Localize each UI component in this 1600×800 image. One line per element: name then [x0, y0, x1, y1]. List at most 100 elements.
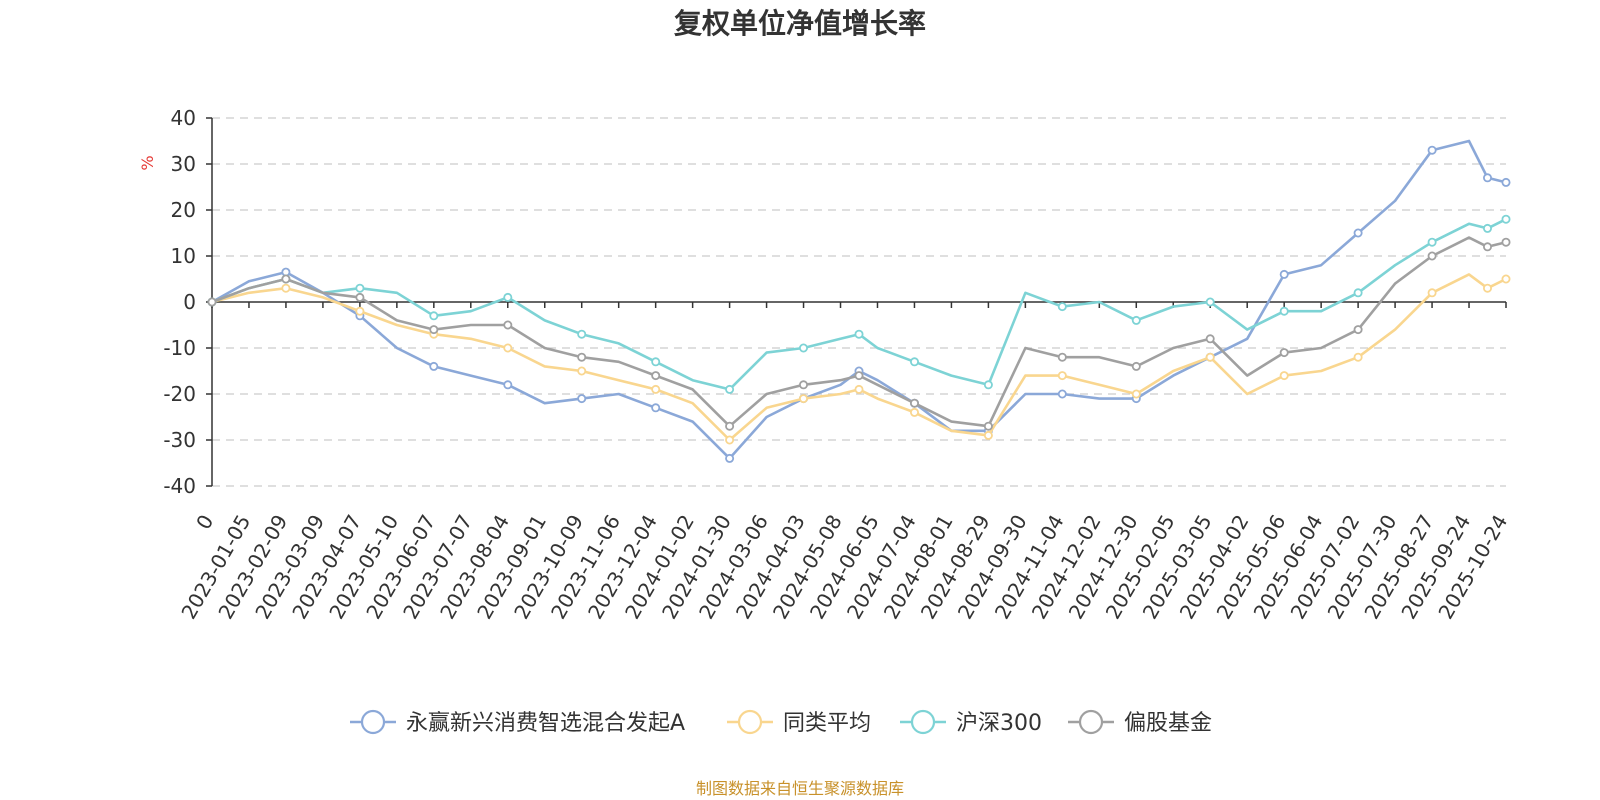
y-axis: -40 -30 -20 -10 0 10 20 30 40 — [163, 106, 213, 498]
legend-label-1: 同类平均 — [783, 711, 871, 736]
series-1-point-22 — [983, 430, 993, 440]
series-2-point-6 — [429, 311, 439, 321]
series-1-point-37 — [1501, 274, 1511, 284]
y-tick-label-5: 10 — [171, 244, 196, 268]
series-2-point-24 — [1057, 302, 1067, 312]
legend-swatch-circle-1 — [737, 709, 763, 735]
series-3-point-4 — [355, 292, 365, 302]
series-3-point-22 — [983, 421, 993, 431]
series-2-point-4 — [355, 283, 365, 293]
series-3-point-10 — [577, 352, 587, 362]
legend: 永赢新兴消费智选混合发起A 同类平均 沪深300 偏股基金 — [350, 709, 1212, 736]
series-0-point-12 — [651, 403, 661, 413]
series-3-point-18 — [854, 371, 864, 381]
series-2-point-10 — [577, 329, 587, 339]
series-3-point-6 — [429, 325, 439, 335]
series-1-point-24 — [1057, 371, 1067, 381]
series-1-point-18 — [854, 384, 864, 394]
y-tick-label-4: 0 — [183, 290, 196, 314]
series-2-point-37 — [1501, 214, 1511, 224]
series-3-point-12 — [651, 371, 661, 381]
series-3-point-16 — [799, 380, 809, 390]
series-0-point-6 — [429, 361, 439, 371]
y-tick-label-2: -20 — [163, 382, 196, 406]
y-tick-label-0: -40 — [163, 474, 196, 498]
series-3-point-36 — [1483, 242, 1493, 252]
y-tick-label-8: 40 — [171, 106, 196, 130]
series-2-point-20 — [910, 357, 920, 367]
series-3-point-0 — [207, 297, 217, 307]
series-1-point-12 — [651, 384, 661, 394]
series-1-point-20 — [910, 407, 920, 417]
series-0-point-30 — [1279, 269, 1289, 279]
legend-item-1[interactable]: 同类平均 — [727, 709, 871, 736]
series-3-point-8 — [503, 320, 513, 330]
series-2-point-28 — [1205, 297, 1215, 307]
series-1-point-36 — [1483, 283, 1493, 293]
series-3-point-34 — [1427, 251, 1437, 261]
series-0-point-10 — [577, 394, 587, 404]
series-1-point-34 — [1427, 288, 1437, 298]
series-1-point-14 — [725, 435, 735, 445]
series-line-0 — [211, 139, 1507, 460]
series-2-point-8 — [503, 292, 513, 302]
series-3-point-30 — [1279, 348, 1289, 358]
series-line-2 — [211, 218, 1507, 391]
y-tick-label-3: -10 — [163, 336, 196, 360]
y-tick-label-6: 20 — [171, 198, 196, 222]
series-0-point-32 — [1353, 228, 1363, 238]
series-3-point-24 — [1057, 352, 1067, 362]
series-2-point-18 — [854, 329, 864, 339]
series-3-point-32 — [1353, 325, 1363, 335]
series-2-point-32 — [1353, 288, 1363, 298]
series-3-point-14 — [725, 421, 735, 431]
x-tick-label-0: 0 — [191, 511, 218, 534]
series-1-point-30 — [1279, 371, 1289, 381]
series-2-point-34 — [1427, 237, 1437, 247]
series-1-point-10 — [577, 366, 587, 376]
series-0-point-24 — [1057, 389, 1067, 399]
series-line-3 — [211, 236, 1507, 428]
series-0-point-36 — [1483, 173, 1493, 183]
series-3-point-28 — [1205, 334, 1215, 344]
series-1-point-26 — [1131, 389, 1141, 399]
legend-swatch-circle-0 — [360, 709, 386, 735]
series-0-point-34 — [1427, 145, 1437, 155]
series-3-point-20 — [910, 398, 920, 408]
series-3-point-37 — [1501, 237, 1511, 247]
series-2-point-22 — [983, 380, 993, 390]
legend-swatch-circle-3 — [1078, 709, 1104, 735]
series-3-point-26 — [1131, 361, 1141, 371]
legend-item-3[interactable]: 偏股基金 — [1068, 709, 1212, 736]
legend-label-2: 沪深300 — [956, 711, 1042, 736]
y-tick-label-1: -30 — [163, 428, 196, 452]
series-2-point-14 — [725, 384, 735, 394]
series-1-point-28 — [1205, 352, 1215, 362]
series-lines — [207, 139, 1511, 463]
legend-item-0[interactable]: 永赢新兴消费智选混合发起A — [350, 709, 685, 736]
legend-swatch-circle-2 — [910, 709, 936, 735]
series-1-point-4 — [355, 306, 365, 316]
series-2-point-26 — [1131, 315, 1141, 325]
legend-label-0: 永赢新兴消费智选混合发起A — [406, 711, 685, 736]
series-1-point-8 — [503, 343, 513, 353]
series-0-point-8 — [503, 380, 513, 390]
y-tick-label-7: 30 — [171, 152, 196, 176]
series-2-point-36 — [1483, 223, 1493, 233]
series-2-point-30 — [1279, 306, 1289, 316]
series-0-point-37 — [1501, 177, 1511, 187]
gridlines — [212, 117, 1506, 487]
data-source-note: 制图数据来自恒生聚源数据库 — [696, 779, 904, 798]
series-2-point-16 — [799, 343, 809, 353]
y-axis-unit: % — [138, 155, 157, 170]
series-line-1 — [211, 273, 1507, 442]
series-3-point-2 — [281, 274, 291, 284]
series-1-point-16 — [799, 394, 809, 404]
series-1-point-32 — [1353, 352, 1363, 362]
legend-item-2[interactable]: 沪深300 — [900, 709, 1042, 736]
legend-label-3: 偏股基金 — [1124, 711, 1212, 736]
chart-title: 复权单位净值增长率 — [674, 7, 926, 40]
series-0-point-14 — [725, 453, 735, 463]
series-2-point-12 — [651, 357, 661, 367]
